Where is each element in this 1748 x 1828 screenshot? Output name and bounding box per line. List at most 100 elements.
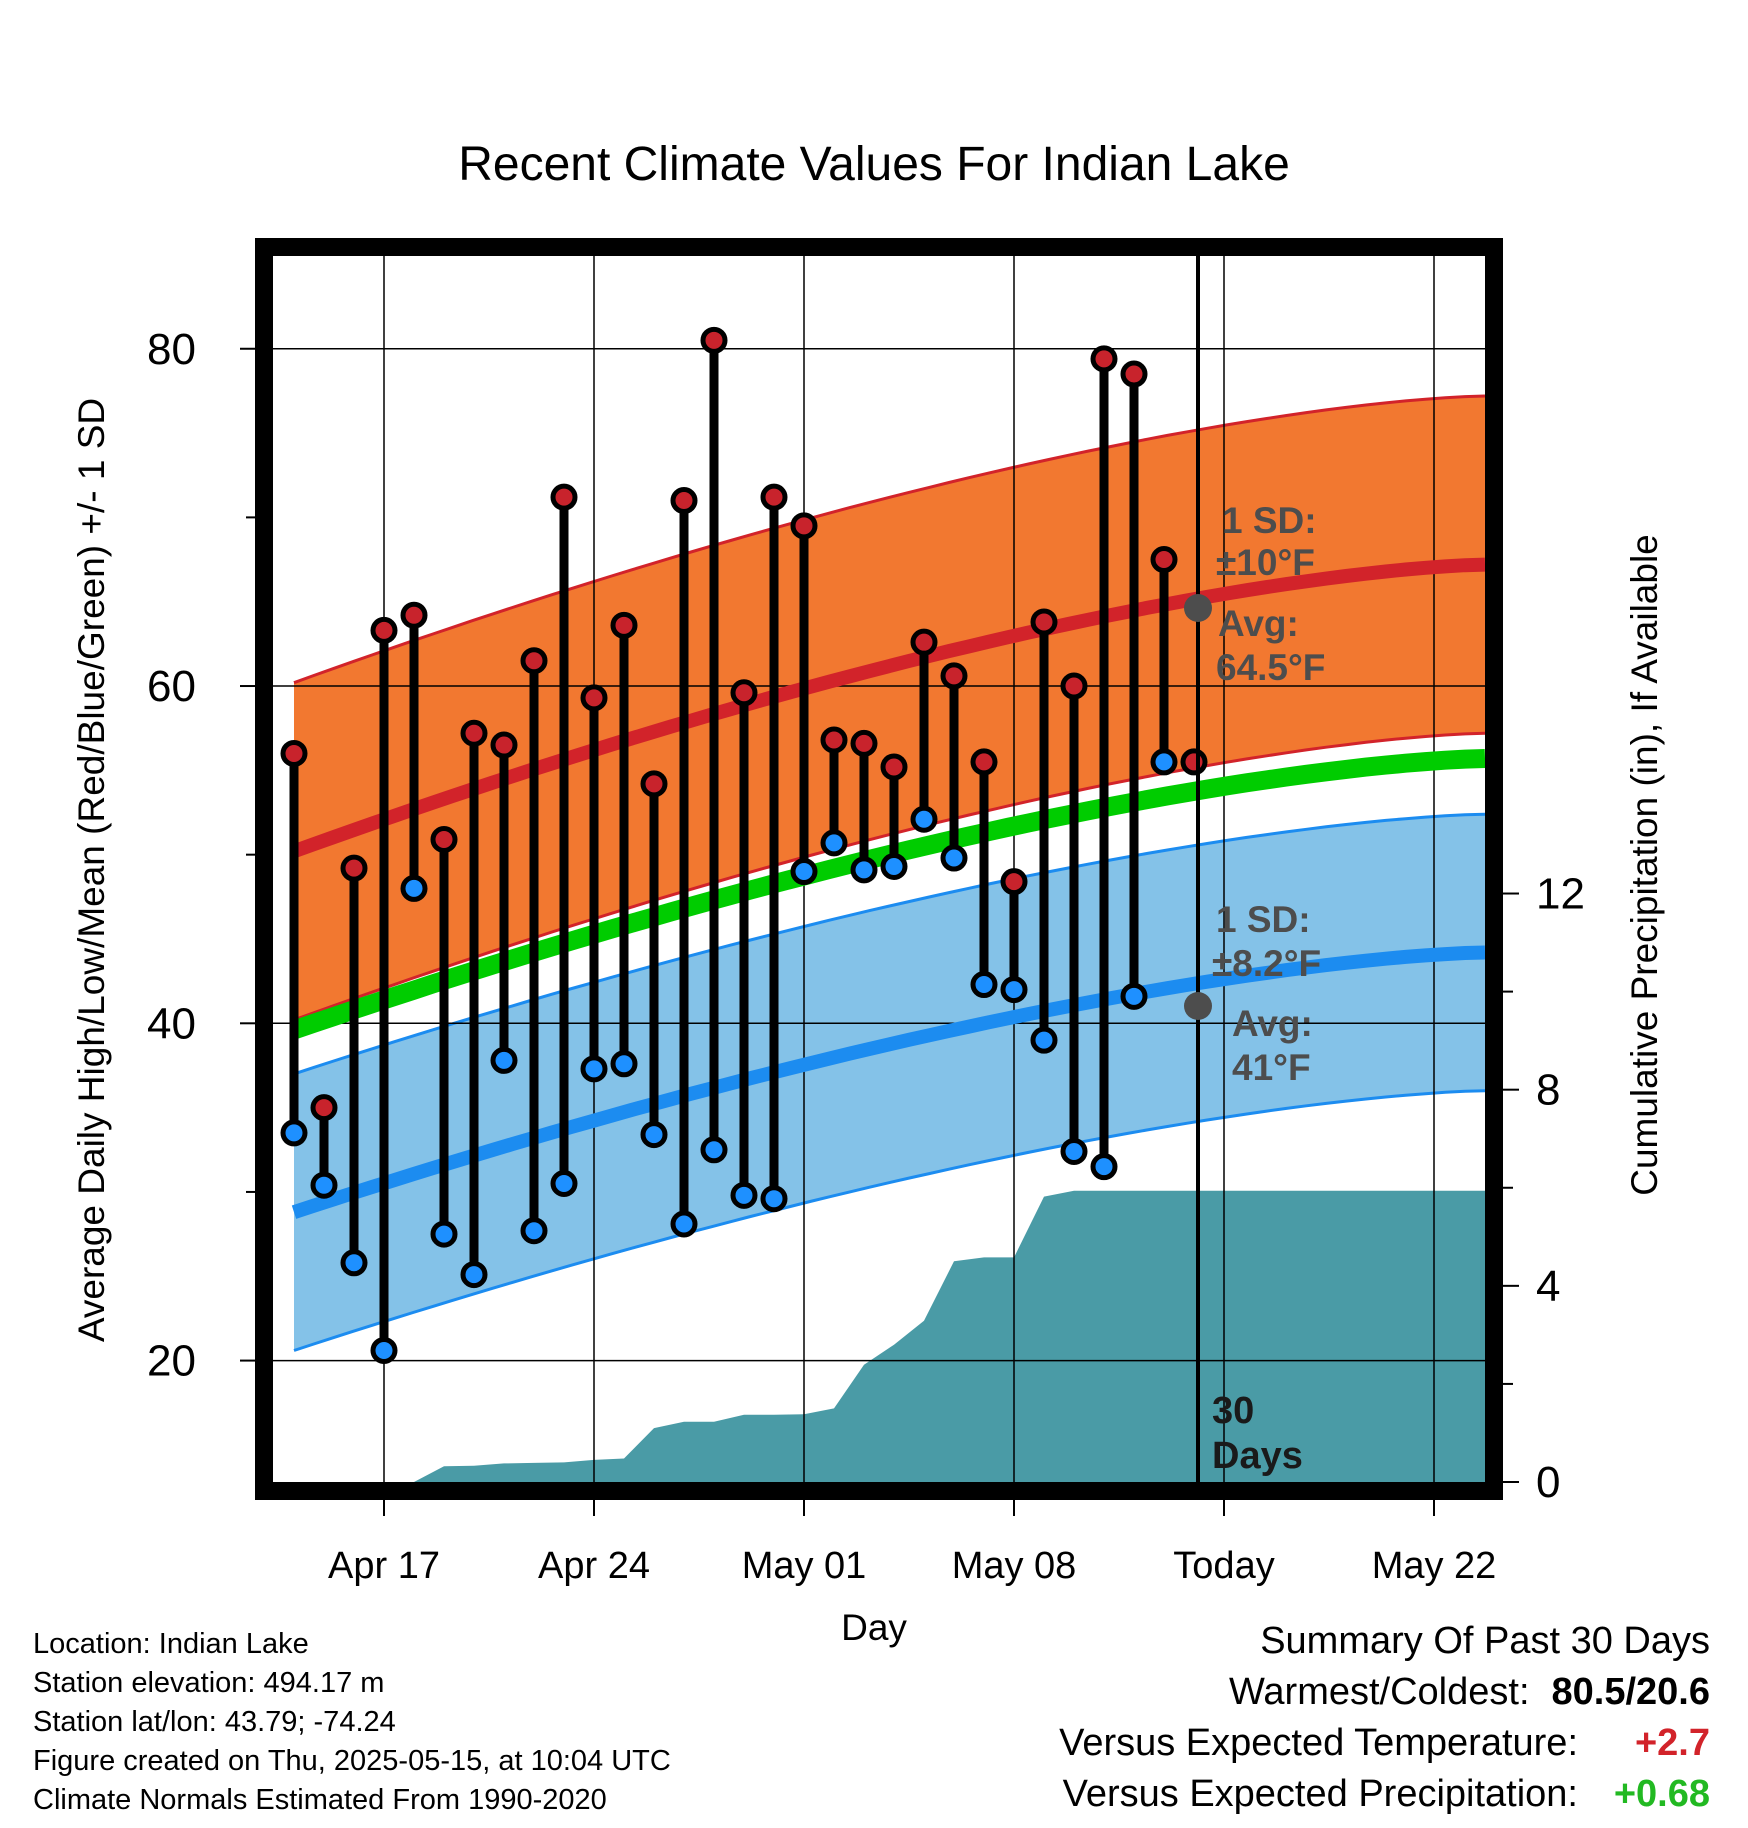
high-normal-line [291,557,1486,858]
low-sd-band [294,814,1485,1351]
daily-high-point [460,719,488,747]
info-elevation: Station elevation: 494.17 m [33,1667,385,1699]
high-avg-value: 64.5°F [1216,647,1325,688]
daily-high-point [1090,345,1118,373]
info-latlon: Station lat/lon: 43.79; -74.24 [33,1706,396,1738]
daily-high-point [280,739,308,767]
daily-low-point [700,1136,728,1164]
daily-high-point [1120,360,1148,388]
low-avg-value: 41°F [1232,1047,1311,1088]
y2-axis-ticks: 0 4 8 12 [1503,870,1585,1507]
days-count: 30 [1212,1390,1254,1432]
low-normal-line [291,945,1486,1219]
daily-range-layer [289,340,1169,1351]
x-axis-label: Day [841,1607,907,1648]
low-avg-label: Avg: [1232,1003,1313,1044]
y-tick-label: 20 [147,1337,196,1386]
daily-high-point [1000,868,1028,896]
x-tick-label: May 01 [742,1545,867,1587]
y2-axis-label: Cumulative Precipitation (in), If Availa… [1624,534,1665,1196]
summary-panel: Summary Of Past 30 Days Warmest/Coldest:… [1059,1616,1710,1820]
x-tick-label: May 08 [952,1545,1077,1587]
daily-high-point [1060,672,1088,700]
daily-low-point [910,805,938,833]
daily-high-point [1180,748,1208,776]
y-axis-label: Average Daily High/Low/Mean (Red/Blue/Gr… [71,398,112,1342]
x-axis-ticks: Apr 17 Apr 24 May 01 May 08 Today May 22 [328,1500,1496,1587]
high-avg-label: Avg: [1218,603,1299,644]
low-sd-label: 1 SD: [1216,899,1311,940]
x-tick-label: Today [1173,1545,1274,1587]
daily-low-point [520,1217,548,1245]
daily-low-point [1150,748,1178,776]
daily-low-point [820,829,848,857]
daily-low-point [880,852,908,880]
daily-low-point [550,1170,578,1198]
daily-low-point [1030,1026,1058,1054]
warm-cold-value: 80.5/20.6 [1551,1671,1710,1713]
daily-low-point [460,1261,488,1289]
daily-high-point [610,611,638,639]
daily-high-point [880,753,908,781]
daily-high-point [340,854,368,882]
daily-high-point [700,326,728,354]
daily-low-point [580,1055,608,1083]
y2-tick-label: 0 [1536,1458,1560,1507]
daily-low-point [280,1119,308,1147]
daily-high-point [370,616,398,644]
y2-tick-label: 8 [1536,1066,1560,1115]
daily-low-point [850,856,878,884]
precipitation-area-layer [294,1190,1485,1482]
daily-high-point [310,1094,338,1122]
high-avg-marker [1184,594,1212,622]
daily-high-point [820,726,848,754]
daily-high-point [1150,546,1178,574]
daily-low-point [490,1046,518,1074]
x-tick-label: Apr 17 [328,1545,440,1587]
y2-tick-label: 12 [1536,870,1585,919]
low-band-lower-edge [293,1089,1486,1352]
days-annotation: 30 Days [1212,1390,1303,1477]
daily-low-point [670,1210,698,1238]
daily-low-point [940,844,968,872]
summary-warm-cold: Warmest/Coldest: 80.5/20.6 [1059,1667,1710,1718]
low-avg-marker [1184,992,1212,1020]
daily-high-point [850,729,878,757]
daily-high-point [640,770,668,798]
info-created: Figure created on Thu, 2025-05-15, at 10… [33,1745,671,1777]
daily-high-point [790,512,818,540]
daily-low-point [1090,1153,1118,1181]
daily-low-point [790,858,818,886]
days-word: Days [1212,1435,1303,1477]
y-axis-ticks: 20 40 60 80 [147,325,256,1386]
daily-high-point [580,684,608,712]
daily-high-point [1030,608,1058,636]
summary-title: Summary Of Past 30 Days [1260,1620,1710,1662]
precipitation-area [294,1190,1485,1482]
daily-low-point [760,1185,788,1213]
daily-low-point [1060,1137,1088,1165]
daily-low-point [970,971,998,999]
warm-cold-label: Warmest/Coldest: [1228,1671,1530,1713]
precip-label: Versus Expected Precipitation: [1062,1773,1578,1815]
daily-high-point [730,679,758,707]
daily-high-point [490,731,518,759]
daily-high-point [520,647,548,675]
high-sd-label: 1 SD: [1222,500,1317,541]
daily-low-point [1120,982,1148,1010]
high-annotation: 1 SD: ±10°F Avg: 64.5°F [1216,500,1325,688]
daily-low-point [640,1121,668,1149]
low-annotation: 1 SD: ±8.2°F Avg: 41°F [1212,899,1321,1088]
info-location: Location: Indian Lake [33,1628,309,1660]
y-tick-label: 80 [147,325,196,374]
info-normals: Climate Normals Estimated From 1990-2020 [33,1784,607,1816]
station-info: Location: Indian Lake Station elevation:… [33,1625,671,1820]
low-band-upper-edge [293,812,1486,1076]
daily-high-point [670,487,698,515]
summary-precip: Versus Expected Precipitation: +0.68 [1059,1769,1710,1820]
chart-title: Recent Climate Values For Indian Lake [458,138,1290,191]
y-tick-label: 60 [147,662,196,711]
daily-high-point [550,483,578,511]
y2-tick-label: 4 [1536,1262,1560,1311]
